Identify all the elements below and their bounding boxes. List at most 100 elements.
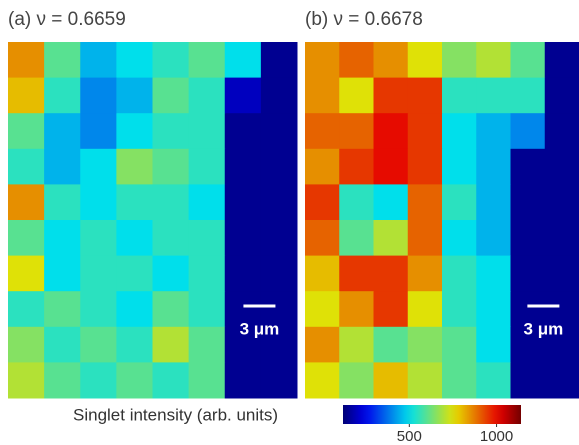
heatmap-cell	[442, 148, 477, 185]
heatmap-cell	[224, 184, 262, 221]
heatmap-cell	[260, 113, 298, 150]
heatmap-cell	[80, 184, 117, 221]
panel-title: (a) ν = 0.6659	[8, 9, 126, 30]
heatmap-cell	[339, 220, 374, 257]
heatmap-cell	[260, 42, 298, 79]
heatmap-cell	[305, 42, 340, 79]
heatmap-cell	[80, 220, 117, 257]
heatmap-cell	[44, 255, 81, 292]
heatmap-cell	[224, 148, 262, 185]
heatmap-cell	[8, 255, 45, 292]
heatmap-cell	[407, 362, 443, 399]
heatmap-cell	[476, 77, 511, 114]
heatmap-cell	[407, 220, 443, 257]
heatmap-cell	[373, 291, 409, 328]
heatmap-cell	[339, 148, 374, 185]
heatmap-cell	[116, 326, 153, 363]
heatmap-cell	[476, 184, 511, 221]
heatmap-cell	[188, 113, 226, 150]
heatmap-cell	[476, 255, 511, 292]
heatmap-cell	[8, 291, 45, 328]
heatmap-cell	[8, 184, 45, 221]
heatmap-cell	[373, 255, 409, 292]
heatmap-cell	[44, 77, 81, 114]
heatmap-cell	[152, 184, 190, 221]
heatmap-cell	[116, 291, 153, 328]
heatmap-cell	[8, 148, 45, 185]
heatmap-cell	[260, 220, 298, 257]
heatmap-cell	[80, 362, 117, 399]
heatmap-cell	[373, 326, 409, 363]
heatmap-cell	[442, 362, 477, 399]
heatmap-cell	[442, 291, 477, 328]
heatmap-cell	[442, 326, 477, 363]
heatmap-cell	[116, 255, 153, 292]
heatmap-cell	[152, 42, 190, 79]
heatmap-cell	[44, 113, 81, 150]
heatmap-cell	[510, 326, 546, 363]
heatmap-cell	[260, 326, 298, 363]
heatmap-cell	[442, 220, 477, 257]
heatmap-cell	[442, 113, 477, 150]
colorbar-tick-label: 1000	[480, 428, 513, 445]
heatmap-cell	[80, 291, 117, 328]
heatmap-cell	[305, 113, 340, 150]
colorbar-label: Singlet intensity (arb. units)	[73, 405, 278, 424]
heatmap-cell	[476, 113, 511, 150]
colorbar	[343, 405, 521, 424]
heatmap-cell	[407, 291, 443, 328]
heatmap-cell	[476, 291, 511, 328]
heatmap-cell	[188, 184, 226, 221]
heatmap-cell	[373, 184, 409, 221]
heatmap-cell	[152, 148, 190, 185]
heatmap-cell	[407, 77, 443, 114]
heatmap-cell	[8, 113, 45, 150]
heatmap-cell	[407, 255, 443, 292]
heatmap-cell	[305, 291, 340, 328]
heatmap-cell	[510, 362, 546, 399]
heatmap-cell	[305, 362, 340, 399]
heatmap-cell	[116, 362, 153, 399]
heatmap-cell	[8, 220, 45, 257]
heatmap-cell	[510, 42, 546, 79]
heatmap-cell	[188, 148, 226, 185]
heatmap-cell	[188, 220, 226, 257]
heatmap-cell	[152, 255, 190, 292]
heatmap-cell	[407, 42, 443, 79]
heatmap-cell	[260, 184, 298, 221]
heatmap-cell	[544, 184, 579, 221]
heatmap-cell	[224, 113, 262, 150]
heatmap-cell	[80, 255, 117, 292]
heatmap-cell	[116, 184, 153, 221]
heatmap-cell	[44, 220, 81, 257]
heatmap-cell	[305, 77, 340, 114]
heatmap-cell	[476, 220, 511, 257]
heatmap-cell	[339, 77, 374, 114]
heatmap-cell	[305, 326, 340, 363]
heatmap-cell	[442, 184, 477, 221]
heatmap-cell	[544, 113, 579, 150]
heatmap-cell	[80, 113, 117, 150]
heatmap-cell	[44, 326, 81, 363]
heatmap-cell	[224, 255, 262, 292]
heatmap-cell	[407, 184, 443, 221]
heatmap-cell	[407, 113, 443, 150]
heatmap-cell	[339, 42, 374, 79]
heatmap-cell	[116, 42, 153, 79]
heatmap-cell	[44, 184, 81, 221]
heatmap-cell	[442, 255, 477, 292]
scale-bar-label: 3 μm	[240, 319, 280, 338]
heatmap-cell	[188, 291, 226, 328]
heatmap-cell	[8, 326, 45, 363]
heatmap-cell	[44, 148, 81, 185]
heatmap-cell	[510, 184, 546, 221]
heatmap-cell	[260, 255, 298, 292]
heatmap-cell	[510, 77, 546, 114]
heatmap-cell	[152, 362, 190, 399]
heatmap-cell	[8, 42, 45, 79]
heatmap-cell	[544, 326, 579, 363]
heatmap-cell	[305, 148, 340, 185]
heatmap-cell	[339, 113, 374, 150]
heatmap-cell	[373, 42, 409, 79]
heatmap-cell	[152, 220, 190, 257]
